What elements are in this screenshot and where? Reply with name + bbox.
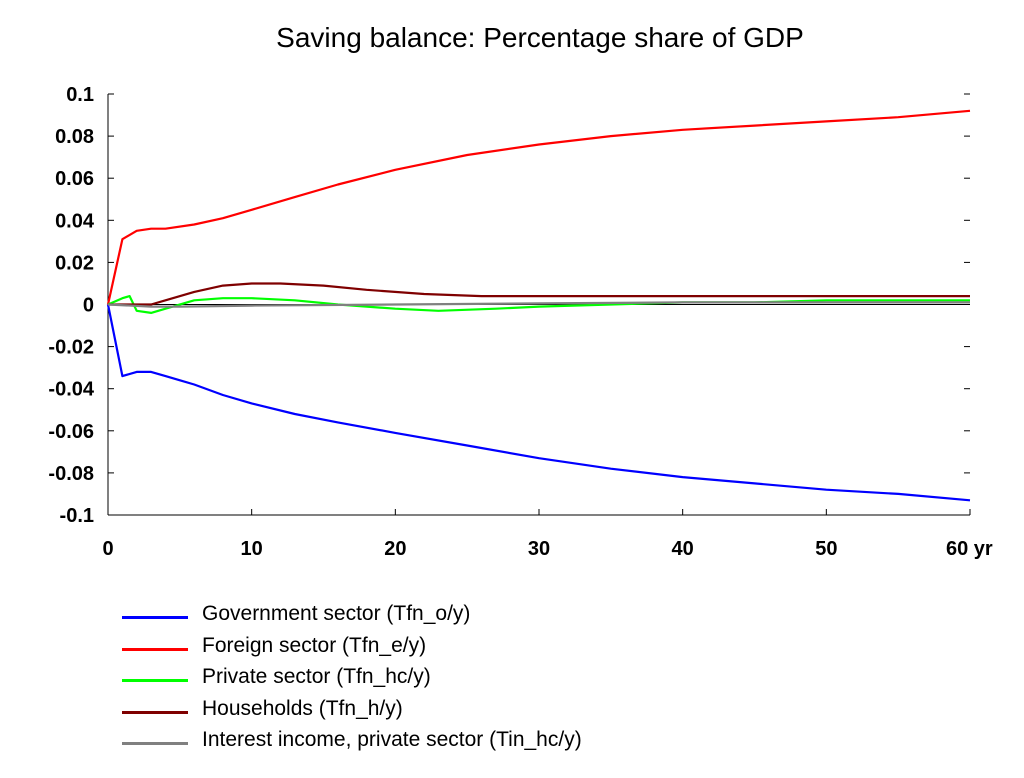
legend-swatch <box>122 679 188 682</box>
legend-label: Households (Tfn_h/y) <box>202 696 403 720</box>
y-tick-label: -0.04 <box>48 379 94 401</box>
legend-label: Government sector (Tfn_o/y) <box>202 602 471 625</box>
y-tick-label: 0.1 <box>66 84 94 106</box>
legend-swatch <box>122 710 188 714</box>
y-tick-label: 0 <box>83 295 94 317</box>
y-tick-label: 0.02 <box>55 252 94 274</box>
y-tick-label: 0.06 <box>55 168 94 190</box>
legend-swatch <box>122 647 188 651</box>
y-tick-label: 0.04 <box>55 210 95 232</box>
x-tick-label: 60 yr <box>946 538 993 560</box>
y-tick-label: 0.08 <box>55 126 94 148</box>
x-tick-label: 30 <box>528 538 550 560</box>
legend-swatch <box>122 616 188 619</box>
x-tick-label: 50 <box>815 538 837 560</box>
legend-label: Foreign sector (Tfn_e/y) <box>202 633 427 657</box>
chart-title: Saving balance: Percentage share of GDP <box>276 22 804 53</box>
series-line-4 <box>108 282 970 306</box>
axes: 0.1 0.08 0.06 0.04 0.02 0 -0.02 -0.04 -0.06 -0.08… <box>48 84 993 560</box>
legend-swatch <box>122 742 188 745</box>
line-chart: 0.1 0.08 0.06 0.04 0.02 0 -0.02 -0.04 -0.06 -0.08… <box>48 84 993 560</box>
x-tick-label: 0 <box>102 538 113 560</box>
y-tick-label: -0.08 <box>48 463 94 485</box>
legend-label: Interest income, private sector (Tin_hc/… <box>202 728 582 751</box>
x-tick-label: 40 <box>672 538 694 560</box>
y-tick-label: -0.1 <box>60 505 94 527</box>
series-line-5 <box>107 301 970 308</box>
x-tick-label: 10 <box>241 538 263 560</box>
y-tick-label: -0.06 <box>48 421 94 443</box>
legend-label: Private sector (Tfn_hc/y) <box>202 665 431 688</box>
x-tick-label: 20 <box>384 538 406 560</box>
series-line-1 <box>106 304 971 502</box>
series-line-2 <box>106 109 971 305</box>
series-lines <box>106 109 971 502</box>
y-tick-label: -0.02 <box>48 337 94 359</box>
